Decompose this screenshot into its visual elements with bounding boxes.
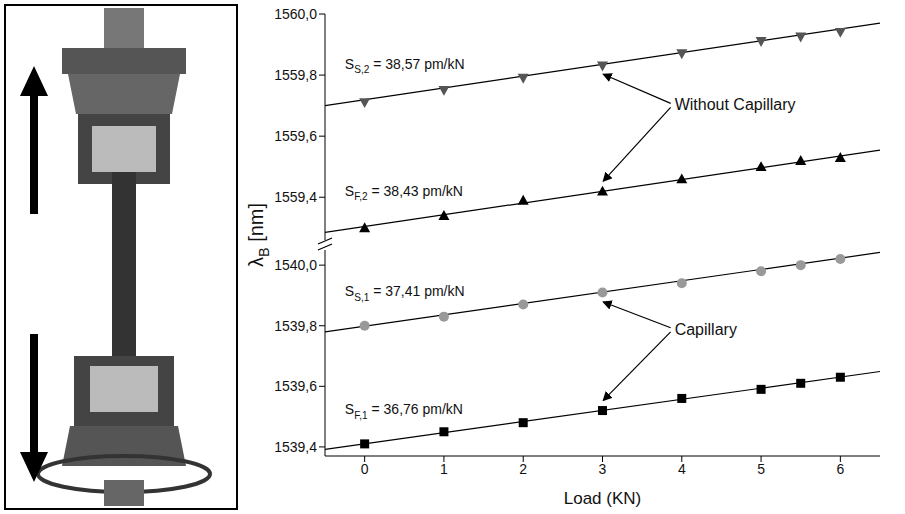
svg-text:SS,1 = 37,41 pm/kN: SS,1 = 37,41 pm/kN	[345, 283, 465, 302]
svg-text:1559,4: 1559,4	[274, 189, 317, 205]
svg-text:5: 5	[757, 461, 765, 477]
svg-text:Capillary: Capillary	[675, 321, 737, 338]
svg-text:1559,6: 1559,6	[274, 128, 317, 144]
svg-text:Without Capillary: Without Capillary	[675, 96, 796, 113]
svg-text:1539,6: 1539,6	[274, 378, 317, 394]
svg-text:λB [nm]: λB [nm]	[245, 203, 272, 267]
svg-text:SF,2 = 38,43 pm/kN: SF,2 = 38,43 pm/kN	[345, 183, 463, 202]
svg-text:3: 3	[599, 461, 607, 477]
svg-text:1539,4: 1539,4	[274, 439, 317, 455]
svg-text:4: 4	[678, 461, 686, 477]
svg-text:Load (KN): Load (KN)	[564, 489, 641, 508]
svg-text:SF,1 = 36,76 pm/kN: SF,1 = 36,76 pm/kN	[345, 401, 463, 420]
svg-text:SS,2 = 38,57 pm/kN: SS,2 = 38,57 pm/kN	[345, 56, 465, 75]
svg-text:1560,0: 1560,0	[274, 6, 317, 22]
svg-text:1: 1	[440, 461, 448, 477]
svg-text:6: 6	[836, 461, 844, 477]
svg-text:1559,8: 1559,8	[274, 67, 317, 83]
svg-text:1539,8: 1539,8	[274, 318, 317, 334]
svg-text:2: 2	[519, 461, 527, 477]
svg-text:0: 0	[361, 461, 369, 477]
svg-text:1540,0: 1540,0	[274, 257, 317, 273]
